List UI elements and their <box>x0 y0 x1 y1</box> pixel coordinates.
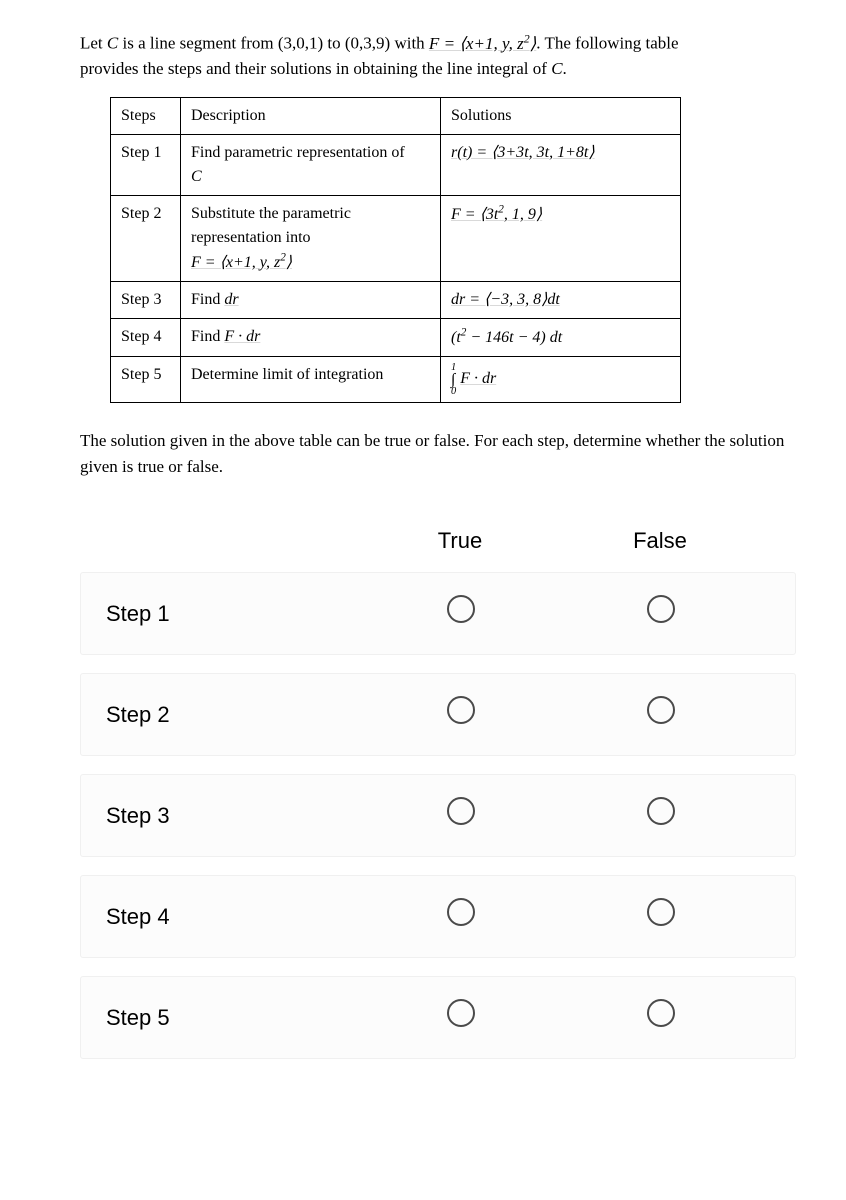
radio-false-step5[interactable] <box>647 999 675 1027</box>
intro-text-2: is a line segment from (3,0,1) to (0,3,9… <box>118 34 429 53</box>
step-solution: F = ⟨3t2, 1, 9⟩ <box>441 195 681 281</box>
tf-step-label: Step 1 <box>81 597 361 630</box>
step-number: Step 1 <box>111 134 181 195</box>
false-header: False <box>560 524 760 557</box>
true-header: True <box>360 524 560 557</box>
tf-true-cell <box>361 999 561 1036</box>
intro-c-var: C <box>107 34 118 53</box>
radio-false-step4[interactable] <box>647 898 675 926</box>
intro-text-4: provides the steps and their solutions i… <box>80 59 551 78</box>
header-description: Description <box>181 97 441 134</box>
table-row: Step 5 Determine limit of integration 1∫… <box>111 357 681 403</box>
radio-false-step3[interactable] <box>647 797 675 825</box>
radio-false-step2[interactable] <box>647 696 675 724</box>
followup-instruction: The solution given in the above table ca… <box>80 428 796 479</box>
tf-step-label: Step 5 <box>81 1001 361 1034</box>
tf-row-step2: Step 2 <box>80 673 796 756</box>
intro-period: . <box>563 59 567 78</box>
tf-false-cell <box>561 898 761 935</box>
radio-true-step2[interactable] <box>447 696 475 724</box>
tf-false-cell <box>561 999 761 1036</box>
header-steps: Steps <box>111 97 181 134</box>
intro-f-eq: F = ⟨x+1, y, z2⟩ <box>429 34 536 53</box>
tf-true-cell <box>361 595 561 632</box>
step-number: Step 4 <box>111 318 181 356</box>
tf-step-label: Step 2 <box>81 698 361 731</box>
radio-false-step1[interactable] <box>647 595 675 623</box>
problem-statement: Let C is a line segment from (3,0,1) to … <box>80 30 796 82</box>
radio-true-step1[interactable] <box>447 595 475 623</box>
step-solution: 1∫0 F · dr <box>441 357 681 403</box>
table-row: Step 4 Find F · dr (t2 − 146t − 4) dt <box>111 318 681 356</box>
intro-text-3: . The following table <box>536 34 678 53</box>
intro-text-1: Let <box>80 34 107 53</box>
tf-true-cell <box>361 696 561 733</box>
step-number: Step 2 <box>111 195 181 281</box>
step-solution: (t2 − 146t − 4) dt <box>441 318 681 356</box>
tf-false-cell <box>561 696 761 733</box>
table-row: Step 2 Substitute the parametric represe… <box>111 195 681 281</box>
radio-true-step5[interactable] <box>447 999 475 1027</box>
tf-true-cell <box>361 898 561 935</box>
step-number: Step 5 <box>111 357 181 403</box>
intro-c-var-2: C <box>551 59 562 78</box>
true-false-header: True False <box>80 509 796 572</box>
table-header-row: Steps Description Solutions <box>111 97 681 134</box>
tf-row-step1: Step 1 <box>80 572 796 655</box>
step-description: Find dr <box>181 281 441 318</box>
step-description: Substitute the parametric representation… <box>181 195 441 281</box>
tf-false-cell <box>561 797 761 834</box>
tf-row-step4: Step 4 <box>80 875 796 958</box>
step-number: Step 3 <box>111 281 181 318</box>
step-solution: r(t) = ⟨3+3t, 3t, 1+8t⟩ <box>441 134 681 195</box>
step-description: Find F · dr <box>181 318 441 356</box>
step-description: Determine limit of integration <box>181 357 441 403</box>
step-description: Find parametric representation of C <box>181 134 441 195</box>
steps-table: Steps Description Solutions Step 1 Find … <box>110 97 681 403</box>
header-solutions: Solutions <box>441 97 681 134</box>
table-row: Step 3 Find dr dr = ⟨−3, 3, 8⟩dt <box>111 281 681 318</box>
tf-row-step3: Step 3 <box>80 774 796 857</box>
tf-header-spacer <box>80 524 360 557</box>
radio-true-step3[interactable] <box>447 797 475 825</box>
step-solution: dr = ⟨−3, 3, 8⟩dt <box>441 281 681 318</box>
tf-step-label: Step 3 <box>81 799 361 832</box>
table-row: Step 1 Find parametric representation of… <box>111 134 681 195</box>
tf-row-step5: Step 5 <box>80 976 796 1059</box>
tf-step-label: Step 4 <box>81 900 361 933</box>
radio-true-step4[interactable] <box>447 898 475 926</box>
tf-false-cell <box>561 595 761 632</box>
tf-true-cell <box>361 797 561 834</box>
